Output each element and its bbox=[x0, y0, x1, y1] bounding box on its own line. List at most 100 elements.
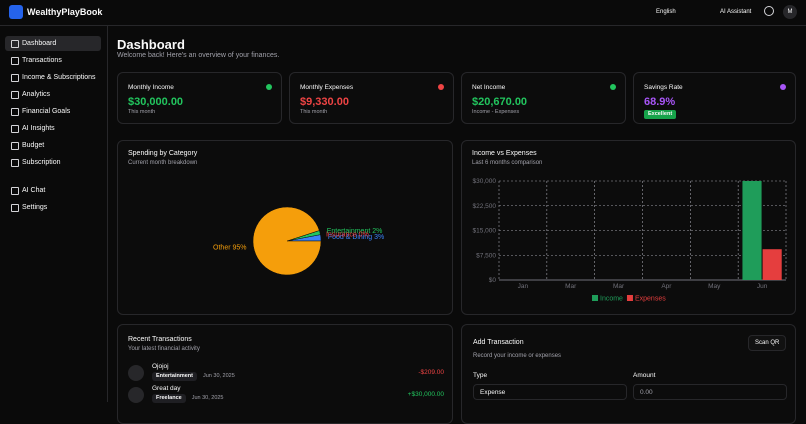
topbar bbox=[0, 0, 806, 26]
language[interactable]: English bbox=[656, 9, 676, 15]
nav-item[interactable]: Income & Subscriptions bbox=[5, 70, 101, 85]
transaction-category: Entertainment bbox=[152, 372, 197, 381]
y-tick-label: $7,500 bbox=[476, 252, 496, 259]
y-tick-label: $30,000 bbox=[473, 178, 497, 185]
slice-label: Insurance 0% bbox=[326, 231, 369, 238]
x-tick-label: Jan bbox=[518, 283, 529, 290]
transaction-date: Jun 30, 2025 bbox=[191, 395, 224, 401]
page-subtitle: Welcome back! Here's an overview of your… bbox=[117, 52, 280, 59]
nav-item[interactable]: Analytics bbox=[5, 87, 101, 102]
card-badge: Excellent bbox=[644, 110, 677, 119]
pie-chart: Food & Dining 3%Entertainment 2%Insuranc… bbox=[213, 206, 384, 276]
y-tick-label: $0 bbox=[489, 277, 497, 284]
sidebar-border bbox=[107, 25, 108, 402]
nav-label: Financial Goals bbox=[22, 108, 71, 115]
nav-label: Transactions bbox=[22, 57, 62, 64]
nav-label: Analytics bbox=[22, 91, 51, 98]
nav-item[interactable]: AI Chat bbox=[5, 183, 101, 198]
bar bbox=[762, 249, 782, 280]
page-title: Dashboard bbox=[117, 37, 185, 52]
nav-label: Budget bbox=[22, 142, 45, 149]
nav-label: Subscription bbox=[22, 159, 61, 166]
card-icon bbox=[610, 84, 616, 90]
nav-item[interactable]: Transactions bbox=[5, 53, 101, 68]
scan-qr-button[interactable]: Scan QR bbox=[748, 335, 787, 351]
transaction-amount: -$209.00 bbox=[418, 369, 444, 376]
panel-title: Spending by Category bbox=[128, 150, 198, 157]
theme-toggle[interactable] bbox=[764, 6, 774, 16]
card-note: Income - Expenses bbox=[472, 109, 520, 115]
nav-icon bbox=[11, 159, 19, 167]
legend-swatch bbox=[626, 295, 633, 301]
card-icon bbox=[780, 84, 786, 90]
bar-chart: $0 $7,500 $15,000 $22,500 $30,000 Jan Mar Mar Ap… bbox=[473, 178, 787, 303]
card-label: Net Income bbox=[472, 84, 506, 91]
logo bbox=[9, 5, 23, 19]
nav-icon bbox=[11, 91, 19, 99]
panel-subtitle: Last 6 months comparison bbox=[472, 160, 543, 166]
card-value: $30,000.00 bbox=[128, 96, 184, 108]
nav-icon bbox=[11, 142, 19, 150]
card-icon bbox=[438, 84, 444, 90]
add-panel: Add Transaction Record your income or ex… bbox=[461, 324, 796, 424]
card-note: This month bbox=[128, 109, 156, 115]
x-tick-label: Mar bbox=[565, 283, 577, 290]
stat-card: Monthly Income $30,000.00 This month bbox=[117, 72, 282, 124]
transaction-meta: Freelance Jun 30, 2025 bbox=[152, 394, 224, 403]
nav-item[interactable]: Budget bbox=[5, 138, 101, 153]
nav-icon bbox=[11, 40, 19, 48]
card-label: Savings Rate bbox=[644, 84, 683, 91]
bar bbox=[742, 181, 762, 280]
nav-item[interactable]: Financial Goals bbox=[5, 104, 101, 119]
panel-title: Add Transaction bbox=[473, 339, 524, 346]
nav-label: AI Insights bbox=[22, 125, 55, 132]
x-tick-label: Mar bbox=[613, 283, 625, 290]
nav-label: AI Chat bbox=[22, 187, 46, 194]
panel-subtitle: Current month breakdown bbox=[128, 160, 198, 166]
card-icon bbox=[266, 84, 272, 90]
nav-item[interactable]: AI Insights bbox=[5, 121, 101, 136]
nav-item[interactable]: Subscription bbox=[5, 155, 101, 170]
transaction-category: Freelance bbox=[152, 394, 186, 403]
slice-label: Entertainment 2% bbox=[327, 228, 383, 235]
transaction-row: Great day Freelance Jun 30, 2025 +$30,000.0… bbox=[128, 385, 444, 405]
x-tick-label: Apr bbox=[661, 283, 672, 290]
card-value: $9,330.00 bbox=[300, 96, 349, 108]
transaction-meta: Entertainment Jun 30, 2025 bbox=[152, 372, 235, 381]
transaction-icon bbox=[128, 365, 144, 381]
transaction-name: Ojojoj bbox=[152, 363, 169, 370]
legend-swatch bbox=[592, 295, 598, 301]
card-label: Monthly Expenses bbox=[300, 84, 354, 91]
transaction-name: Great day bbox=[152, 385, 181, 392]
avatar[interactable]: M bbox=[783, 5, 797, 19]
slice-label: Other 95% bbox=[213, 244, 246, 251]
spending-panel: Spending by Category Current month break… bbox=[117, 140, 453, 315]
nav-icon bbox=[11, 187, 19, 195]
nav-icon bbox=[11, 108, 19, 116]
type-select[interactable]: Expense bbox=[473, 384, 627, 400]
x-tick-label: Jun bbox=[757, 283, 768, 290]
transaction-amount: +$30,000.00 bbox=[407, 391, 444, 398]
card-value: 68.9% bbox=[644, 96, 676, 108]
panel-title: Recent Transactions bbox=[128, 336, 192, 343]
legend-label: Expenses bbox=[635, 296, 666, 303]
panel-subtitle: Record your income or expenses bbox=[473, 353, 562, 359]
nav-icon bbox=[11, 57, 19, 65]
panel-title: Income vs Expenses bbox=[472, 150, 537, 157]
ai-assistant[interactable]: AI Assistant bbox=[720, 9, 752, 15]
recent-panel: Recent Transactions Your latest financia… bbox=[117, 324, 453, 424]
nav-label: Settings bbox=[22, 204, 48, 211]
card-note: This month bbox=[300, 109, 328, 115]
nav-label: Income & Subscriptions bbox=[22, 74, 96, 81]
nav-item[interactable]: Settings bbox=[5, 200, 101, 215]
pie-slice bbox=[252, 206, 322, 276]
stat-card: Savings Rate 68.9% Excellent bbox=[633, 72, 796, 124]
y-tick-label: $15,000 bbox=[473, 228, 497, 235]
stat-card: Monthly Expenses $9,330.00 This month bbox=[289, 72, 454, 124]
legend-label: Income bbox=[600, 296, 623, 303]
brand: WealthyPlayBook bbox=[27, 7, 103, 17]
amount-input[interactable]: 0.00 bbox=[633, 384, 787, 400]
x-tick-label: May bbox=[708, 283, 721, 290]
nav-item[interactable]: Dashboard bbox=[5, 36, 101, 51]
